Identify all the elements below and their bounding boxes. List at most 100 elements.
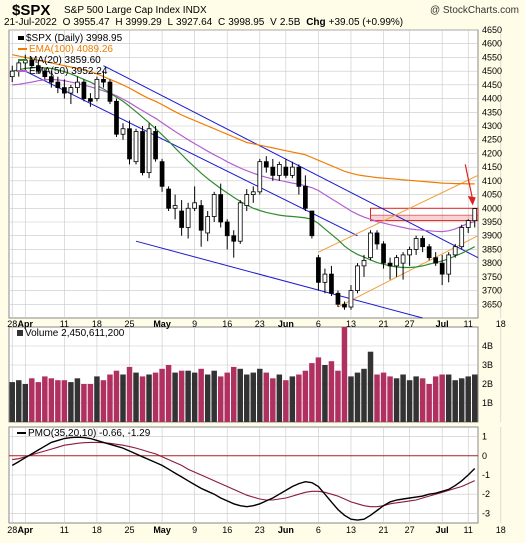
candle-body [172, 205, 178, 209]
y-tick-label: 3750 [482, 272, 502, 282]
quote-date: 21-Jul-2022 [4, 17, 57, 28]
volume-bar [361, 368, 367, 422]
vol-y-tick-label: 4B [482, 341, 493, 351]
candle-body [42, 70, 48, 78]
ema100-line [12, 54, 475, 185]
y-tick-label: 4450 [482, 80, 502, 90]
volume-bar [354, 372, 361, 422]
volume-bar [120, 374, 126, 422]
candle-body [127, 128, 132, 160]
volume-bar [283, 380, 289, 422]
candle-body [329, 273, 334, 294]
candle-body [81, 81, 87, 99]
legend-ema100: EMA(100) 4089.26 [18, 44, 113, 55]
volume-bar [133, 372, 139, 422]
x-tick-label: 23 [255, 319, 265, 329]
x-tick-label: 18 [496, 319, 506, 329]
pmo-legend-icon [17, 432, 26, 435]
volume-bar [413, 376, 419, 422]
candle-body [374, 232, 380, 245]
y-tick-label: 4050 [482, 190, 502, 200]
volume-bar [348, 376, 354, 422]
annotation-arrow [464, 164, 474, 201]
y-tick-label: 4000 [482, 203, 502, 213]
brand-watermark: @ StockCharts.com [429, 5, 519, 16]
volume-bar [211, 370, 217, 422]
volume-bar [237, 368, 243, 422]
x-tick-label: 18 [92, 319, 102, 329]
candle-body [159, 161, 165, 187]
legend-daily: $SPX (Daily) 3998.95 [18, 33, 122, 44]
candle-body [153, 131, 158, 160]
volume-bar [146, 374, 152, 422]
candle-body [459, 227, 465, 248]
open-value: 3955.47 [73, 17, 110, 28]
x-tick-label: 16 [222, 525, 232, 535]
candle-body [472, 208, 478, 222]
vol-y-tick-label: 1B [482, 398, 493, 408]
candle-body [465, 220, 471, 228]
y-tick-label: 4350 [482, 107, 502, 117]
y-tick-label: 4250 [482, 135, 502, 145]
candle-body [140, 131, 145, 174]
volume-bar [87, 384, 94, 422]
volume-bar [406, 380, 413, 422]
index-name: S&P 500 Large Cap Index INDX [64, 5, 207, 16]
candle-body [348, 290, 354, 308]
x-tick-label: 9 [192, 525, 197, 535]
candle-body [342, 303, 347, 308]
volume-bar [107, 374, 113, 422]
pmo-line [11, 436, 476, 521]
high-value: 3999.29 [125, 17, 162, 28]
upper-trendline-2 [25, 70, 358, 237]
volume-bar [61, 380, 68, 422]
volume-bar [198, 368, 204, 422]
candle-body [335, 292, 341, 305]
volume-bar [257, 368, 263, 422]
x-tick-label: May [153, 319, 171, 329]
candle-body [446, 254, 452, 275]
x-tick-label: 11 [60, 525, 69, 535]
volume-bar [335, 370, 341, 422]
y-tick-label: 4600 [482, 39, 502, 49]
volume-bar [94, 376, 100, 422]
volume-bar [400, 374, 406, 422]
x-tick-label: 11 [464, 525, 473, 535]
close-label: C [217, 17, 226, 28]
candle-body [283, 166, 289, 176]
candle-body [244, 194, 250, 206]
x-tick-label: 28 [7, 525, 17, 535]
ema50-line [12, 78, 475, 233]
candle-body [185, 207, 191, 228]
volume-bar [204, 374, 211, 422]
volume-bar [22, 384, 29, 422]
vol-value: 2.5B [279, 17, 301, 28]
x-tick-label: 18 [496, 525, 506, 535]
candle-body [231, 235, 237, 242]
legend-daily-label: $SPX (Daily) 3998.95 [26, 33, 123, 44]
x-tick-label: 11 [464, 319, 473, 329]
candle-body [381, 243, 386, 264]
volume-bar [55, 380, 61, 422]
candle-body [316, 257, 321, 283]
candle-body [439, 262, 445, 275]
x-tick-label: 18 [92, 525, 102, 535]
candle-body [355, 265, 360, 291]
volume-bar [393, 378, 400, 422]
x-tick-label: 13 [346, 319, 356, 329]
ma20-line [12, 66, 475, 269]
candle-body [413, 238, 419, 250]
y-tick-label: 4500 [482, 66, 502, 76]
candle-body [179, 210, 184, 228]
candle-body [62, 87, 67, 94]
pmo-y-tick-label: -1 [482, 470, 490, 480]
volume-bar [29, 378, 35, 422]
high-label: H [115, 17, 123, 28]
volume-bar [9, 382, 15, 422]
x-tick-label: May [153, 525, 171, 535]
quote-bar: 21-Jul-2022 O 3955.47 H 3999.29 L 3927.64 C… [4, 17, 406, 28]
x-tick-label: 25 [124, 525, 134, 535]
volume-bar [81, 384, 87, 422]
volume-bar [48, 378, 55, 422]
resistance-zone-fill [370, 214, 479, 221]
